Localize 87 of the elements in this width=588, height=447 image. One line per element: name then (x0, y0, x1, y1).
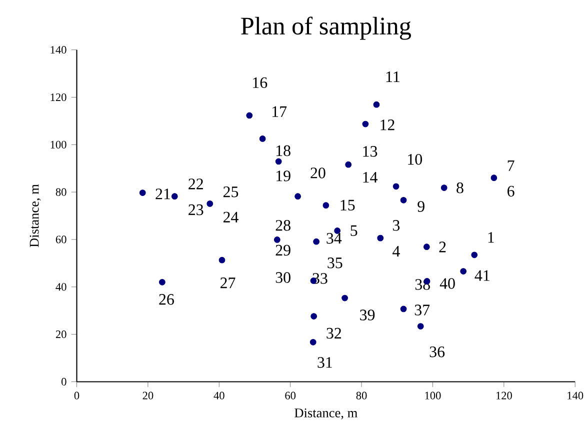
annotation: 11 (386, 72, 400, 82)
annotation: 34 (326, 233, 342, 244)
annotation: 5 (350, 226, 358, 236)
annotation: 16 (253, 78, 268, 88)
point (400, 306, 407, 312)
point (362, 121, 369, 128)
annotation: 15 (340, 200, 355, 211)
x-tick-label: 40 (214, 392, 224, 400)
x-tick-label: 120 (496, 392, 512, 400)
annotation: 13 (363, 146, 378, 157)
annotation: 21 (156, 188, 170, 200)
annotation: 36 (430, 346, 445, 358)
annotation: 19 (276, 170, 290, 182)
annotation: 7 (508, 160, 514, 172)
annotation: 3 (392, 220, 400, 231)
annotation: 35 (328, 258, 342, 268)
annotation: 31 (318, 357, 332, 368)
point (313, 238, 320, 246)
x-tick-label: 100 (425, 392, 441, 400)
annotation: 28 (276, 220, 290, 232)
annotation: 18 (276, 146, 290, 156)
annotation: 9 (418, 201, 424, 212)
point (342, 295, 348, 302)
y-tick-label: 100 (50, 141, 66, 149)
point (490, 174, 498, 182)
point (171, 193, 178, 200)
y-tick-label: 60 (56, 236, 66, 244)
annotation: 33 (312, 273, 328, 284)
y-tick-label: 120 (50, 94, 66, 102)
chart-title: Plan of sampling (241, 16, 411, 40)
annotation: 12 (380, 120, 394, 130)
point (322, 202, 330, 209)
annotation: 14 (363, 172, 378, 183)
point (423, 244, 430, 250)
point (377, 235, 384, 242)
y-tick-label: 40 (56, 283, 66, 291)
point (400, 197, 407, 204)
point (440, 184, 448, 192)
annotation: 20 (310, 168, 326, 179)
x-tick-label: 20 (142, 392, 154, 400)
annotation: 23 (188, 204, 204, 216)
annotation: 29 (276, 245, 290, 256)
point (373, 102, 380, 108)
annotation: 40 (440, 278, 455, 290)
x-tick-label: 80 (356, 392, 367, 400)
point (246, 112, 253, 119)
point (310, 339, 316, 346)
annotation: 27 (220, 278, 236, 288)
annotation: 41 (474, 270, 490, 282)
point (417, 323, 424, 330)
y-tick-label: 80 (56, 188, 66, 196)
x-tick-label: 60 (285, 392, 296, 400)
annotation: 10 (408, 154, 422, 165)
x-axis-title: Distance, m (294, 408, 358, 420)
annotation: 39 (360, 310, 375, 321)
y-tick-label: 0 (62, 378, 66, 386)
annotation: 30 (276, 272, 290, 284)
point (259, 136, 266, 142)
annotation: 22 (188, 178, 203, 190)
point (275, 158, 282, 165)
annotation: 1 (488, 232, 494, 243)
annotation: 6 (508, 186, 514, 197)
point (218, 257, 226, 264)
annotation: 25 (223, 186, 238, 198)
x-tick-label: 0 (74, 392, 80, 400)
point (158, 279, 166, 286)
annotation: 8 (456, 182, 464, 194)
annotation: 24 (223, 212, 238, 223)
annotation: 32 (326, 328, 341, 339)
point (310, 313, 318, 320)
y-tick-label: 20 (56, 330, 66, 338)
y-tick-label: 140 (50, 46, 66, 54)
point (274, 236, 280, 244)
x-tick-label: 140 (568, 392, 584, 400)
annotation: 4 (392, 246, 400, 257)
y-axis-title: Distance, m (30, 184, 41, 248)
annotation: 37 (414, 304, 430, 316)
point (460, 268, 467, 275)
point (471, 252, 478, 258)
annotation: 17 (272, 106, 287, 118)
point (139, 190, 146, 196)
annotation: 2 (439, 242, 446, 252)
point (345, 162, 352, 168)
point (294, 193, 301, 200)
point (392, 183, 400, 190)
annotation: 26 (159, 294, 174, 305)
point (206, 200, 214, 208)
